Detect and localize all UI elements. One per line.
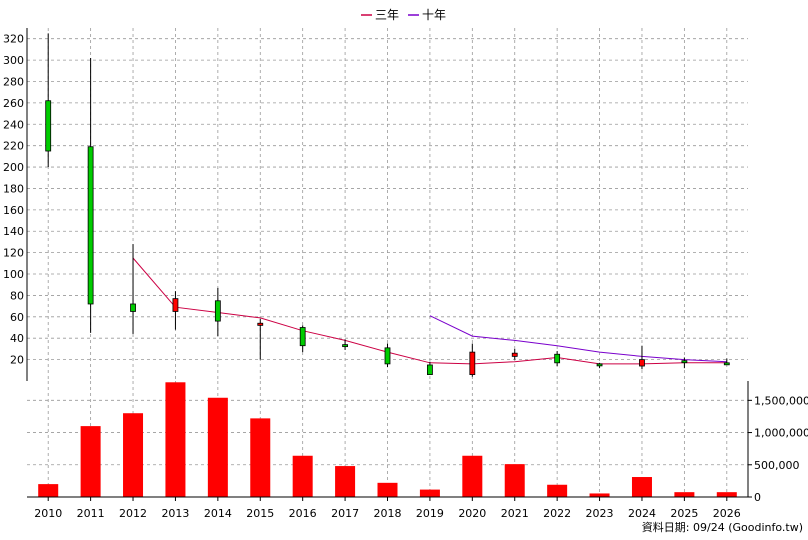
volume-tick-label: 1,500,000 <box>754 394 808 407</box>
legend: 三年 十年 <box>361 8 446 22</box>
volume-bar <box>631 477 652 497</box>
candle-body <box>214 300 221 322</box>
volume-bar <box>250 418 271 497</box>
volume-bar <box>377 482 398 497</box>
candle <box>384 343 391 368</box>
x-tick-label: 2013 <box>161 507 189 520</box>
price-tick-label: 200 <box>3 161 24 174</box>
candle <box>299 325 306 353</box>
legend-label-3yr: 三年 <box>375 8 399 22</box>
candle-body <box>257 322 264 326</box>
candle-body <box>45 100 52 152</box>
volume-bar <box>165 382 186 497</box>
candle-body <box>172 298 179 312</box>
x-tick-label: 2019 <box>416 507 444 520</box>
candle-body <box>596 363 603 367</box>
volume-tick-label: 500,000 <box>754 459 800 472</box>
x-axis: 2010 2011 2012 2013 2014 2015 2016 2017 2018 2019… <box>27 496 748 520</box>
x-tick-label: 2024 <box>628 507 656 520</box>
volume-bar <box>335 466 356 497</box>
candle <box>723 358 730 366</box>
volume-bar <box>462 455 483 497</box>
candle <box>130 244 136 334</box>
price-tick-label: 240 <box>3 118 24 131</box>
price-tick-label: 20 <box>10 354 24 367</box>
volume-tick-label: 1,000,000 <box>754 427 808 440</box>
candle-body <box>299 327 306 347</box>
price-tick-label: 140 <box>3 225 24 238</box>
candle <box>87 57 94 333</box>
x-tick-label: 2012 <box>119 507 147 520</box>
candle <box>427 361 433 375</box>
price-tick-label: 40 <box>10 332 24 345</box>
candle-body <box>469 351 476 375</box>
price-tick-label: 220 <box>3 140 24 153</box>
candle <box>554 351 561 367</box>
volume-bar <box>589 493 610 497</box>
candle-body <box>130 303 136 312</box>
source-note: 資料日期: 09/24 (Goodinfo.tw) <box>642 520 803 534</box>
x-tick-label: 2017 <box>331 507 359 520</box>
candle <box>45 33 52 168</box>
candle-body <box>681 360 688 364</box>
volume-panel: 0 500,000 1,000,000 1,500,000 <box>27 381 808 504</box>
x-tick-label: 2014 <box>204 507 232 520</box>
price-tick-label: 120 <box>3 247 24 260</box>
x-tick-label: 2020 <box>458 507 486 520</box>
volume-bar <box>38 484 59 497</box>
candle-body <box>723 362 730 366</box>
candle <box>511 348 518 360</box>
legend-label-10yr: 十年 <box>422 8 446 22</box>
x-tick-label: 2018 <box>374 507 402 520</box>
volume-bar <box>80 426 101 497</box>
candle-body <box>427 364 433 375</box>
volume-bar <box>504 464 525 497</box>
candle <box>596 362 603 369</box>
price-tick-label: 180 <box>3 182 24 195</box>
price-tick-label: 80 <box>10 289 24 302</box>
candle-body <box>639 359 645 367</box>
candle-body <box>342 344 348 348</box>
candle-body <box>384 347 391 365</box>
x-tick-label: 2026 <box>713 507 741 520</box>
price-tick-label: 60 <box>10 311 24 324</box>
candle <box>342 339 348 350</box>
x-tick-label: 2022 <box>543 507 571 520</box>
price-tick-label: 160 <box>3 204 24 217</box>
price-tick-label: 300 <box>3 54 24 67</box>
candle-body <box>87 146 94 305</box>
x-tick-label: 2010 <box>34 507 62 520</box>
volume-bar <box>716 492 737 497</box>
volume-tick-label: 0 <box>754 491 761 504</box>
x-tick-label: 2025 <box>670 507 698 520</box>
x-tick-label: 2021 <box>501 507 529 520</box>
volume-bar <box>674 492 695 497</box>
volume-bar <box>207 397 228 497</box>
candle <box>469 343 476 377</box>
candle <box>172 291 179 330</box>
candle-body <box>511 352 518 357</box>
candle <box>681 357 688 369</box>
volume-bar <box>419 489 440 497</box>
price-tick-label: 100 <box>3 268 24 281</box>
volume-bar <box>547 484 568 497</box>
candle <box>257 318 264 360</box>
volume-bar <box>123 413 144 497</box>
volume-bar <box>292 455 313 497</box>
x-tick-label: 2016 <box>289 507 317 520</box>
ma-line-10yr <box>429 315 727 363</box>
candle <box>214 287 221 337</box>
price-tick-label: 280 <box>3 75 24 88</box>
price-tick-label: 320 <box>3 33 24 46</box>
price-panel: 20 40 60 80 100 120 140 160 180 200 220 240 260 280 30… <box>3 28 748 381</box>
candle <box>639 345 645 370</box>
x-tick-label: 2023 <box>586 507 614 520</box>
x-tick-label: 2011 <box>77 507 105 520</box>
candle-body <box>554 353 561 364</box>
x-tick-label: 2015 <box>246 507 274 520</box>
price-tick-label: 260 <box>3 97 24 110</box>
